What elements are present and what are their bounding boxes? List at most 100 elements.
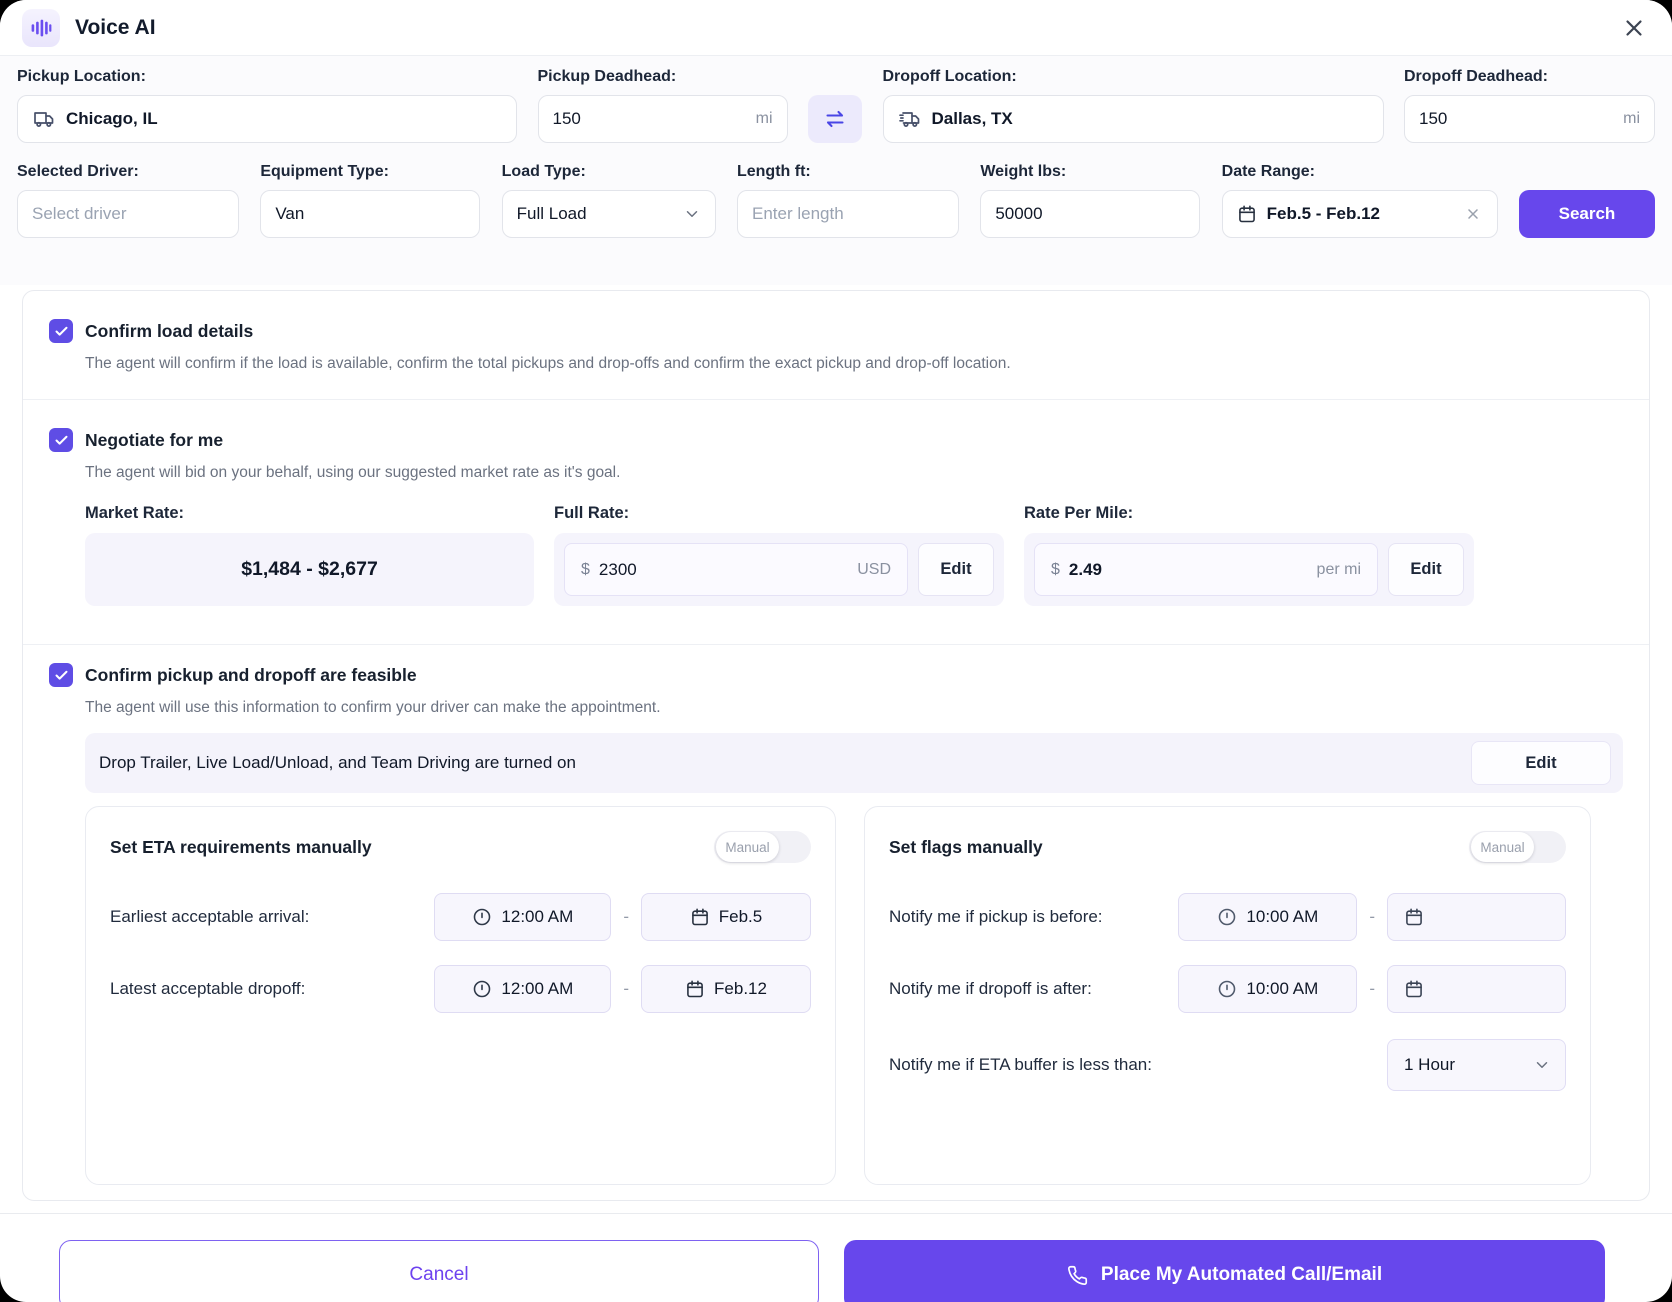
weight-input[interactable] [995,204,1186,224]
equipment-type-input-box[interactable] [260,190,481,238]
equipment-type-field: Equipment Type: [260,163,481,238]
page-title: Voice AI [75,15,156,39]
eta-row-earliest: Earliest acceptable arrival: 12:00 AM - [110,893,811,941]
dropoff-deadhead-label: Dropoff Deadhead: [1404,68,1548,85]
close-button[interactable] [1618,12,1650,44]
flags-summary-bar: Drop Trailer, Live Load/Unload, and Team… [85,733,1623,793]
negotiate-title: Negotiate for me [85,429,224,450]
range-separator: - [623,979,629,998]
earliest-arrival-date-picker[interactable]: Feb.5 [641,893,811,941]
latest-dropoff-date: Feb.12 [714,979,767,998]
confirm-load-section: Confirm load details The agent will conf… [23,291,1649,399]
load-type-select[interactable]: Full Load [501,190,716,238]
check-icon [54,668,69,683]
dropoff-location-input[interactable] [931,109,1369,129]
earliest-arrival-time-picker[interactable]: 12:00 AM [434,893,612,941]
range-separator: - [1369,907,1375,926]
truck-icon [32,107,56,131]
flags-panel: Set flags manually Manual Notify me if p… [864,806,1591,1185]
flags-panel-title: Set flags manually [889,836,1043,857]
dropoff-deadhead-input-box[interactable]: mi [1404,95,1655,143]
rate-per-mile-input-box[interactable]: $ per mi [1034,543,1378,596]
confirm-load-title: Confirm load details [85,320,254,341]
notify-dropoff-date-picker[interactable] [1387,965,1566,1013]
calendar-icon [1404,907,1424,927]
earliest-arrival-date: Feb.5 [718,907,763,926]
search-button[interactable]: Search [1518,190,1655,238]
swap-arrows-icon [823,107,847,131]
earliest-arrival-label: Earliest acceptable arrival: [110,907,310,926]
dropoff-location-input-box[interactable] [882,95,1384,143]
flags-manual-toggle[interactable]: Manual [1469,831,1566,863]
full-rate-edit-button[interactable]: Edit [918,543,994,596]
criteria-row: Selected Driver: Equipment Type: Load Ty… [17,163,1655,238]
eta-panel-title: Set ETA requirements manually [110,836,372,857]
titlebar: Voice AI [0,0,1672,56]
place-call-button[interactable]: Place My Automated Call/Email [844,1240,1605,1302]
dropoff-deadhead-input[interactable] [1419,109,1614,129]
negotiate-checkbox[interactable] [49,428,73,452]
full-rate-input[interactable] [598,559,849,580]
date-range-picker[interactable]: Feb.5 - Feb.12 [1221,190,1498,238]
full-rate-input-box[interactable]: $ USD [564,543,908,596]
selected-driver-label: Selected Driver: [17,163,139,180]
latest-dropoff-time-picker[interactable]: 12:00 AM [434,965,612,1013]
calendar-icon [685,979,705,999]
notify-pickup-time: 10:00 AM [1246,907,1319,926]
flags-row-pickup: Notify me if pickup is before: 10:00 AM … [889,893,1566,941]
cancel-button[interactable]: Cancel [59,1240,819,1302]
date-range-value: Feb.5 - Feb.12 [1266,204,1381,223]
dropoff-location-label: Dropoff Location: [882,68,1017,85]
eta-requirements-panel: Set ETA requirements manually Manual Ear… [85,806,836,1185]
close-icon [1622,16,1646,40]
confirm-load-checkbox[interactable] [49,319,73,343]
notify-pickup-time-picker[interactable]: 10:00 AM [1178,893,1358,941]
pickup-location-input-box[interactable] [17,95,517,143]
agent-options-card: Confirm load details The agent will conf… [22,290,1650,1201]
latest-dropoff-date-picker[interactable]: Feb.12 [641,965,811,1013]
range-separator: - [1369,979,1375,998]
pickup-location-input[interactable] [66,109,502,129]
voice-ai-logo [22,8,60,47]
toggle-knob: Manual [1471,832,1534,862]
pickup-location-field: Pickup Location: [17,68,517,143]
selected-driver-input-box[interactable] [17,190,239,238]
pickup-deadhead-input[interactable] [552,109,746,129]
rate-per-mile-edit-button[interactable]: Edit [1388,543,1464,596]
notify-pickup-date-picker[interactable] [1387,893,1566,941]
eta-manual-toggle[interactable]: Manual [714,831,811,863]
notify-dropoff-time: 10:00 AM [1246,979,1319,998]
notify-dropoff-time-picker[interactable]: 10:00 AM [1178,965,1358,1013]
rate-per-mile-input[interactable] [1068,559,1308,580]
feasible-checkbox[interactable] [49,663,73,687]
equipment-type-input[interactable] [275,204,466,224]
length-input-box[interactable] [736,190,959,238]
weight-input-box[interactable] [980,190,1201,238]
eta-buffer-select[interactable]: 1 Hour [1387,1039,1566,1091]
length-input[interactable] [751,204,944,224]
confirm-load-description: The agent will confirm if the load is av… [85,355,1011,372]
swap-locations-button[interactable] [808,95,862,143]
eta-buffer-value: 1 Hour [1404,1055,1456,1074]
rate-per-mile-label: Rate Per Mile: [1024,504,1134,522]
load-type-label: Load Type: [501,163,586,180]
dropoff-deadhead-unit: mi [1623,110,1640,127]
flags-edit-button[interactable]: Edit [1471,741,1611,785]
chevron-down-icon [683,205,701,223]
pickup-deadhead-input-box[interactable]: mi [537,95,788,143]
selected-driver-input[interactable] [32,204,224,224]
section-divider [23,644,1649,645]
clock-icon [472,907,492,927]
notify-pickup-label: Notify me if pickup is before: [889,907,1103,926]
section-divider [23,399,1649,400]
check-icon [54,433,69,448]
length-field: Length ft: [736,163,959,238]
clear-date-range-button[interactable] [1463,204,1483,224]
latest-dropoff-time: 12:00 AM [501,979,574,998]
flags-row-dropoff: Notify me if dropoff is after: 10:00 AM … [889,965,1566,1013]
notify-dropoff-label: Notify me if dropoff is after: [889,979,1092,998]
load-type-value: Full Load [516,204,587,223]
length-label: Length ft: [736,163,811,180]
feasible-section: Confirm pickup and dropoff are feasible … [23,645,1649,1198]
